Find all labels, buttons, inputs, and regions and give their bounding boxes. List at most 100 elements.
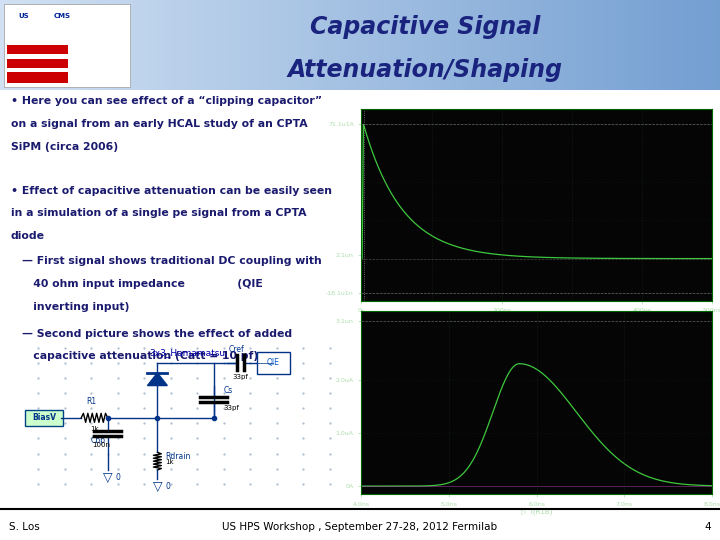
Bar xyxy=(509,0,511,90)
Bar xyxy=(528,0,531,90)
Bar xyxy=(146,0,149,90)
Text: • Effect of capacitive attenuation can be easily seen: • Effect of capacitive attenuation can b… xyxy=(11,186,332,195)
Bar xyxy=(365,0,367,90)
Bar xyxy=(96,0,99,90)
Bar xyxy=(4,4,130,86)
Bar xyxy=(247,0,250,90)
Bar xyxy=(307,0,310,90)
Bar xyxy=(401,0,403,90)
Bar xyxy=(389,0,391,90)
Bar xyxy=(372,0,374,90)
Bar xyxy=(531,0,533,90)
Bar xyxy=(451,0,454,90)
Bar xyxy=(286,0,288,90)
Bar xyxy=(297,0,300,90)
Bar xyxy=(86,0,89,90)
Bar xyxy=(391,0,394,90)
Bar xyxy=(679,0,682,90)
Text: — First signal shows traditional DC coupling with: — First signal shows traditional DC coup… xyxy=(22,256,321,266)
Bar xyxy=(607,0,610,90)
Bar xyxy=(374,0,377,90)
Bar xyxy=(617,0,619,90)
Bar xyxy=(567,0,569,90)
Bar xyxy=(698,0,701,90)
Bar xyxy=(269,0,271,90)
Text: 1k: 1k xyxy=(90,426,99,432)
Bar xyxy=(470,0,473,90)
Bar xyxy=(576,0,578,90)
Bar xyxy=(331,0,333,90)
Bar xyxy=(302,0,305,90)
Bar xyxy=(595,0,598,90)
Text: 40 ohm input impedance              (QIE: 40 ohm input impedance (QIE xyxy=(22,279,262,289)
Bar xyxy=(454,0,456,90)
Bar xyxy=(583,0,585,90)
FancyBboxPatch shape xyxy=(257,352,290,374)
Bar xyxy=(533,0,535,90)
Bar xyxy=(45,0,48,90)
Bar xyxy=(487,0,490,90)
Bar xyxy=(283,0,286,90)
Bar xyxy=(612,0,614,90)
Text: 4: 4 xyxy=(705,522,711,532)
Bar xyxy=(250,0,252,90)
Bar xyxy=(578,0,581,90)
Bar xyxy=(276,0,279,90)
Bar xyxy=(197,0,199,90)
Bar xyxy=(261,0,264,90)
Bar xyxy=(204,0,207,90)
Bar xyxy=(521,0,523,90)
Bar xyxy=(619,0,621,90)
Text: 0: 0 xyxy=(116,473,121,482)
Bar xyxy=(559,0,562,90)
Text: US HPS Workshop , September 27-28, 2012 Fermilab: US HPS Workshop , September 27-28, 2012 … xyxy=(222,522,498,532)
Text: 33pf: 33pf xyxy=(233,374,248,380)
Bar xyxy=(120,0,122,90)
Bar xyxy=(549,0,552,90)
Bar xyxy=(171,0,173,90)
Bar xyxy=(333,0,336,90)
Bar xyxy=(79,0,81,90)
Bar xyxy=(430,0,432,90)
Polygon shape xyxy=(148,373,167,386)
Bar xyxy=(130,0,132,90)
Bar xyxy=(670,0,672,90)
Bar xyxy=(574,0,576,90)
Bar xyxy=(468,0,470,90)
Bar xyxy=(38,0,41,90)
Bar xyxy=(423,0,425,90)
Bar xyxy=(708,0,711,90)
Bar xyxy=(348,0,351,90)
Bar xyxy=(293,0,295,90)
Bar xyxy=(516,0,518,90)
Bar xyxy=(305,0,307,90)
Bar xyxy=(189,0,192,90)
Text: 100n: 100n xyxy=(92,442,110,448)
Bar xyxy=(554,0,557,90)
Bar xyxy=(48,0,50,90)
Bar xyxy=(103,0,106,90)
Bar xyxy=(310,0,312,90)
Bar xyxy=(598,0,600,90)
Bar xyxy=(77,0,79,90)
Bar xyxy=(593,0,595,90)
Bar xyxy=(718,0,720,90)
Bar xyxy=(235,0,238,90)
Bar xyxy=(495,0,497,90)
Bar xyxy=(667,0,670,90)
Bar xyxy=(480,0,482,90)
Bar xyxy=(99,0,101,90)
Bar xyxy=(322,0,324,90)
Bar xyxy=(166,0,168,90)
Bar xyxy=(456,0,459,90)
Bar xyxy=(444,0,446,90)
Bar xyxy=(34,0,36,90)
Bar xyxy=(36,0,38,90)
Bar xyxy=(696,0,698,90)
Bar xyxy=(473,0,475,90)
Bar xyxy=(387,0,389,90)
Text: 0: 0 xyxy=(166,482,171,491)
Bar xyxy=(106,0,108,90)
Bar xyxy=(55,0,58,90)
Text: BiasV: BiasV xyxy=(32,413,56,422)
